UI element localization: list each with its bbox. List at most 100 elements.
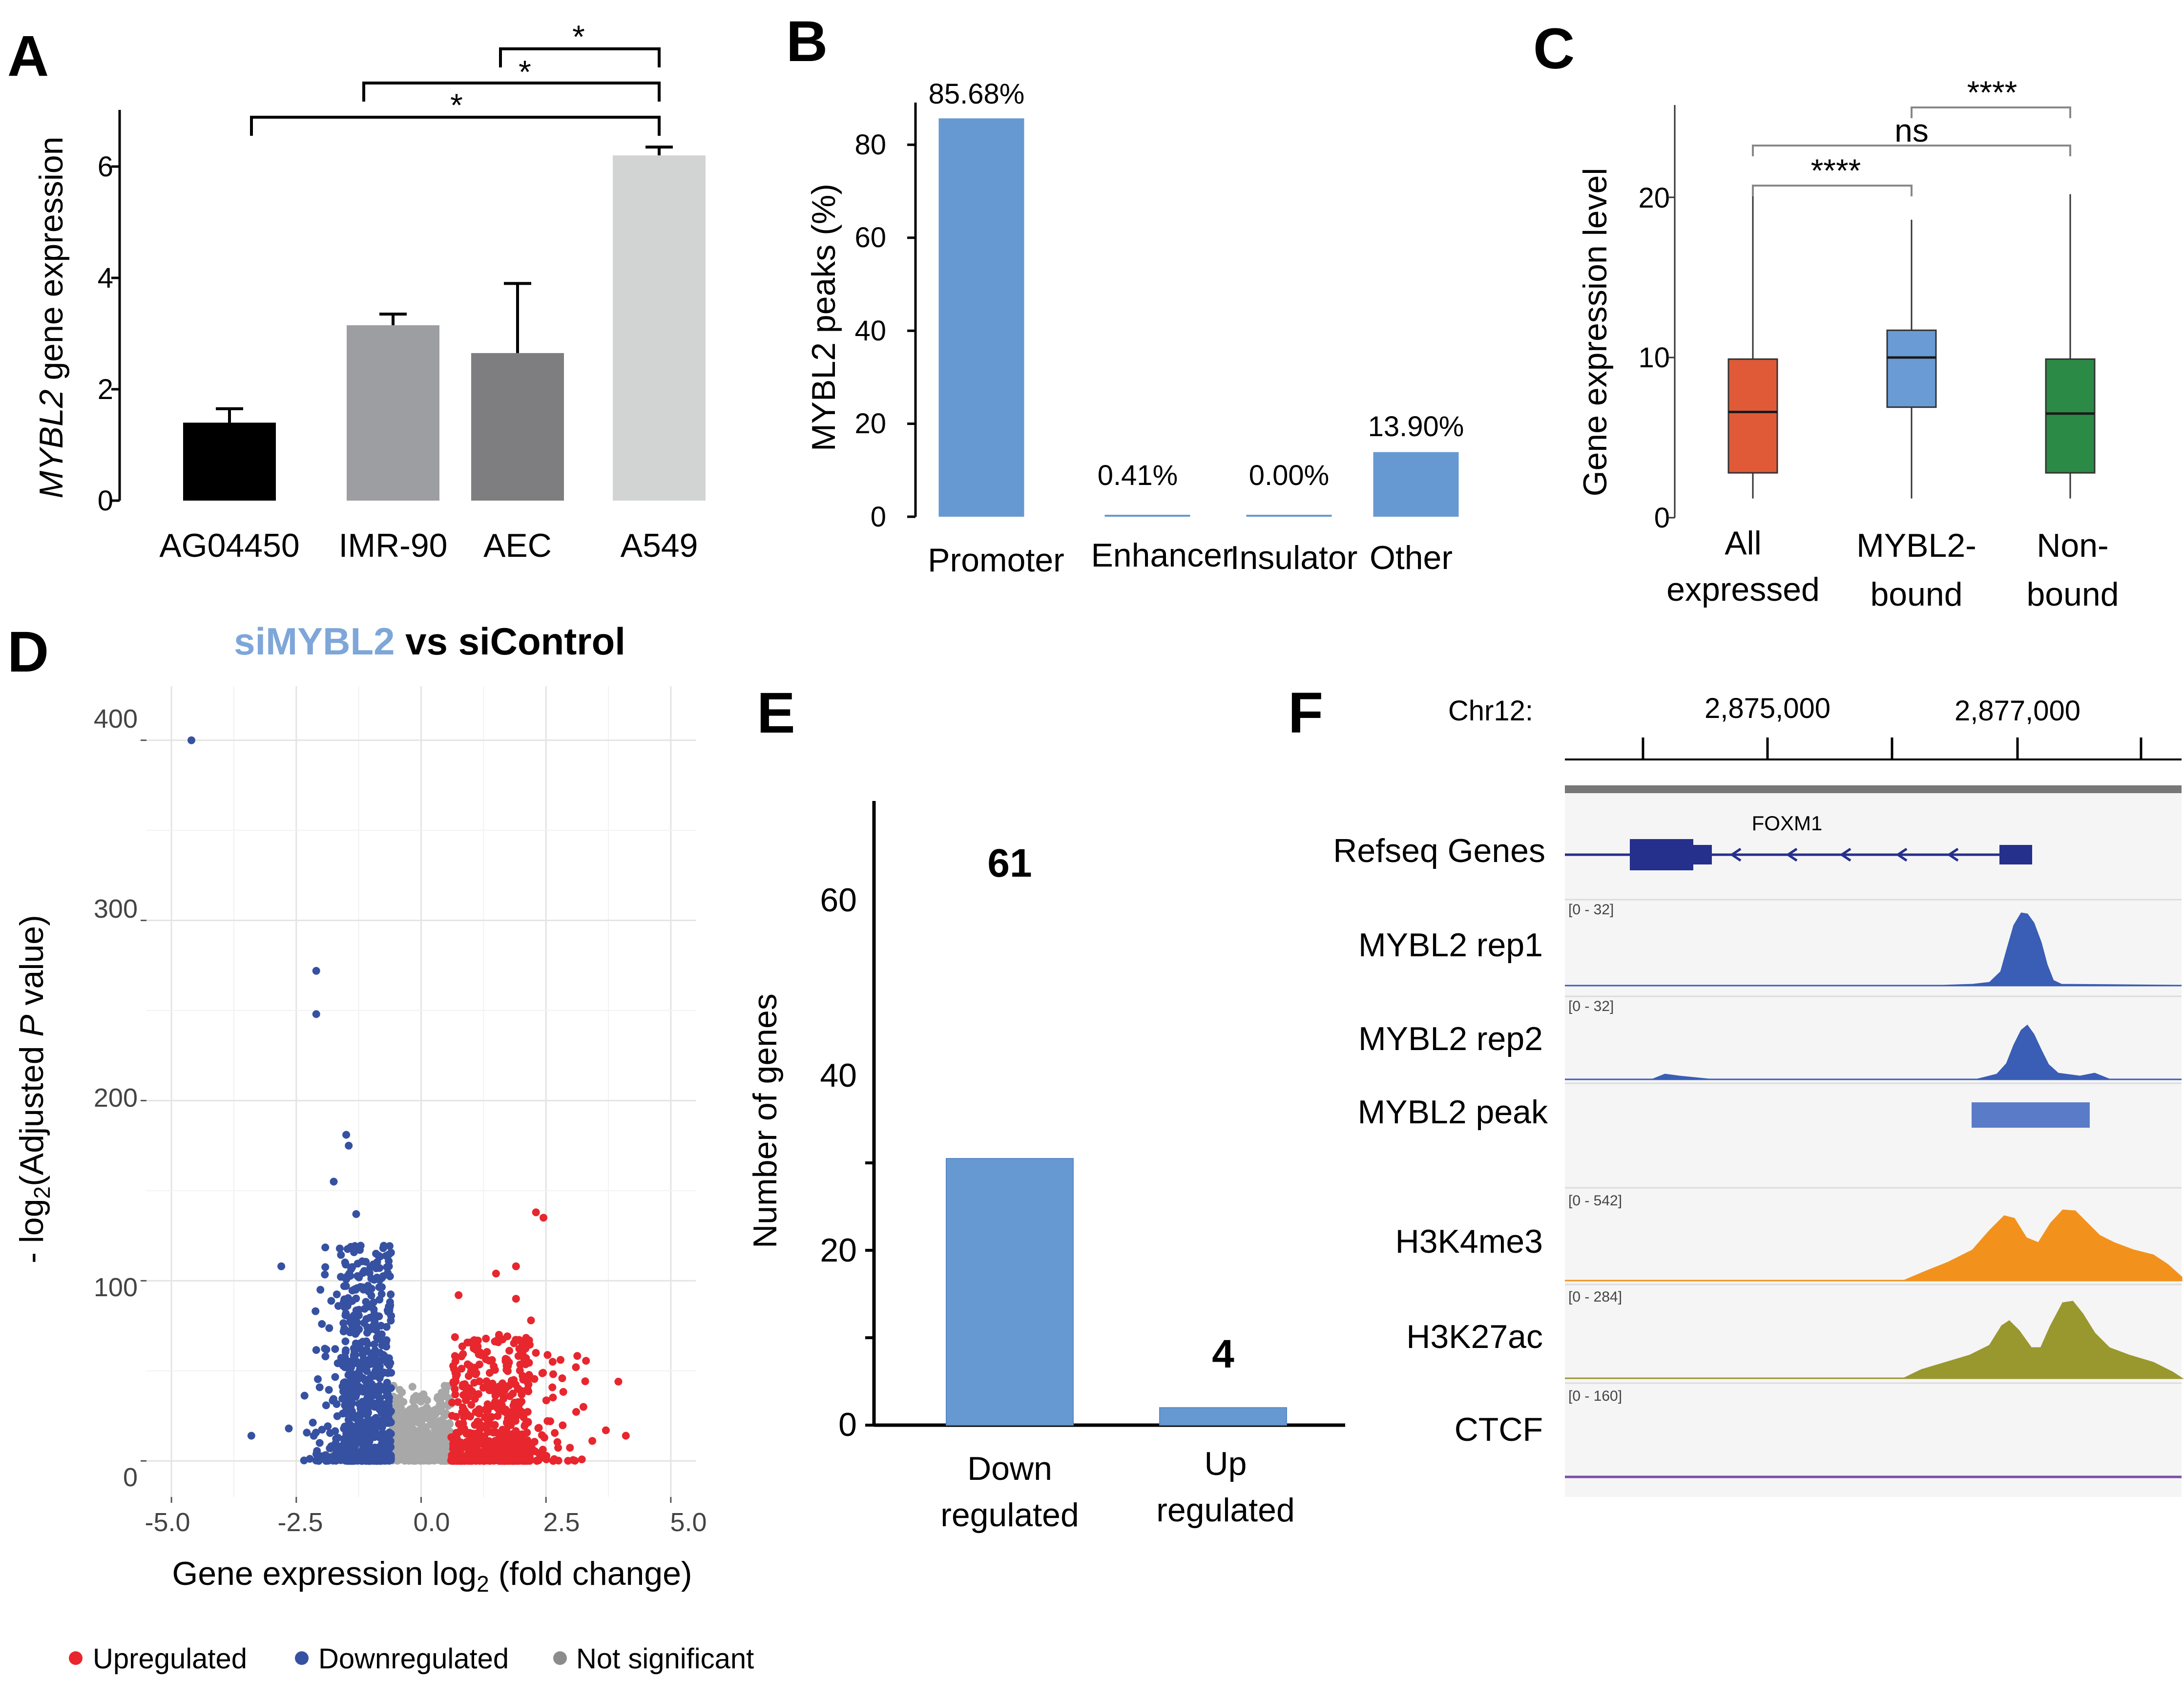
upregulated-point: [504, 1446, 512, 1454]
upregulated-point: [476, 1377, 483, 1386]
panel-a-yticks: 0 2 4 6: [98, 151, 113, 517]
downregulated-point: [363, 1328, 371, 1337]
panel-d-ylabel-mid: (Adjusted: [13, 1037, 50, 1186]
panel-c-sig-bracket: [1911, 106, 2071, 118]
panel-a-sig-label: *: [572, 19, 585, 55]
downregulated-point: [314, 1457, 323, 1465]
downregulated-point: [385, 1361, 394, 1369]
panel-c: C Gene expression level 0 10 20 All expr…: [1533, 17, 2119, 613]
downregulated-point: [330, 1395, 337, 1403]
upregulated-point: [486, 1414, 494, 1422]
downregulated-point: [364, 1379, 372, 1387]
track-name: CTCF: [1455, 1411, 1543, 1448]
downregulated-point: [374, 1388, 383, 1396]
panel-c-yticks: 0 10 20: [1638, 182, 1670, 534]
panel-label-c: C: [1533, 17, 1575, 81]
upregulated-point: [503, 1355, 511, 1364]
downregulated-point: [320, 1452, 329, 1460]
panel-c-category: expressed: [1666, 571, 1820, 608]
upregulated-point: [491, 1391, 499, 1400]
upregulated-point: [515, 1345, 523, 1353]
downregulated-point: [341, 1337, 350, 1346]
legend-up-swatch: [69, 1651, 83, 1665]
panel-c-sig-bracket: [1752, 185, 1913, 196]
ns-point: [395, 1393, 403, 1402]
ns-point: [437, 1401, 445, 1410]
downregulated-point: [355, 1325, 363, 1333]
downregulated-point: [380, 1352, 389, 1360]
panel-b-ytick: 40: [854, 315, 886, 347]
ns-point: [431, 1425, 439, 1433]
panel-c-category: bound: [2026, 576, 2119, 613]
downregulated-point: [358, 1398, 367, 1406]
downregulated-point: [385, 1402, 393, 1410]
panel-c-marks: [1669, 105, 2096, 519]
panel-b-ytick: 80: [854, 129, 886, 161]
upregulated-point: [452, 1442, 460, 1450]
upregulated-point: [472, 1408, 480, 1416]
track-separators: [1565, 899, 2182, 1384]
downregulated-point: [315, 1439, 324, 1447]
downregulated-point: [333, 1290, 341, 1299]
upregulated-point: [614, 1377, 623, 1386]
upregulated-point: [549, 1457, 557, 1465]
panel-d-xtick: 5.0: [670, 1508, 707, 1537]
upregulated-point: [511, 1451, 520, 1459]
downregulated-point: [374, 1443, 383, 1452]
upregulated-point: [559, 1421, 567, 1430]
upregulated-point: [470, 1432, 478, 1440]
ns-point: [411, 1415, 419, 1423]
downregulated-point: [337, 1251, 345, 1259]
upregulated-point: [463, 1360, 472, 1368]
upregulated-point: [522, 1436, 530, 1445]
upregulated-point: [492, 1428, 500, 1436]
downregulated-point: [342, 1346, 350, 1354]
panel-b-ytick: 20: [854, 408, 886, 440]
ns-point: [395, 1406, 404, 1414]
downregulated-point: [321, 1270, 329, 1279]
panel-a-marks: [111, 47, 706, 502]
track-name: MYBL2 peak: [1358, 1094, 1548, 1131]
downregulated-point: [303, 1429, 311, 1437]
panel-a-category: A549: [621, 527, 698, 564]
panel-label-e: E: [757, 681, 795, 745]
upregulated-point: [549, 1370, 557, 1378]
downregulated-point: [321, 1243, 330, 1252]
downregulated-point: [346, 1441, 354, 1450]
downregulated-point: [331, 1373, 339, 1381]
upregulated-point: [458, 1365, 466, 1373]
upregulated-point: [573, 1352, 582, 1360]
ns-point: [420, 1410, 428, 1418]
downregulated-point: [324, 1422, 332, 1431]
upregulated-point: [478, 1440, 487, 1448]
track-name: MYBL2 rep2: [1358, 1020, 1543, 1057]
upregulated-point: [467, 1401, 476, 1409]
ns-point: [433, 1455, 441, 1464]
panel-a-ytick: 2: [98, 374, 113, 405]
legend-down-swatch: [295, 1651, 309, 1665]
downregulated-point: [322, 1401, 330, 1410]
panel-c-sig-label: ****: [1967, 74, 2018, 110]
panel-a-categories: AG04450 IMR-90 AEC A549: [159, 527, 698, 564]
upregulated-point: [505, 1382, 513, 1390]
legend-ns-swatch: [553, 1651, 567, 1665]
panel-d-points: [187, 736, 630, 1465]
downregulated-point: [325, 1324, 333, 1332]
upregulated-point: [602, 1426, 610, 1434]
downregulated-point: [350, 1413, 358, 1422]
panel-d-xtick: 2.5: [543, 1508, 580, 1537]
track-ranges: [0 - 32] [0 - 32] [0 - 542] [0 - 284] [0…: [1568, 902, 1622, 1404]
downregulated-point: [375, 1296, 384, 1304]
panel-c-category: Non-: [2037, 527, 2108, 564]
upregulated-point: [543, 1417, 552, 1425]
upregulated-point: [469, 1456, 478, 1464]
panel-d-ylabel-post: value): [13, 915, 50, 1014]
upregulated-point: [454, 1398, 462, 1406]
upregulated-point: [455, 1291, 463, 1299]
panel-e-category: Up: [1205, 1445, 1247, 1482]
downregulated-point: [375, 1264, 384, 1272]
upregulated-point: [494, 1412, 502, 1420]
panel-b-yticks: 0 20 40 60 80: [854, 129, 886, 533]
upregulated-point: [512, 1262, 520, 1270]
ns-point: [415, 1436, 423, 1444]
